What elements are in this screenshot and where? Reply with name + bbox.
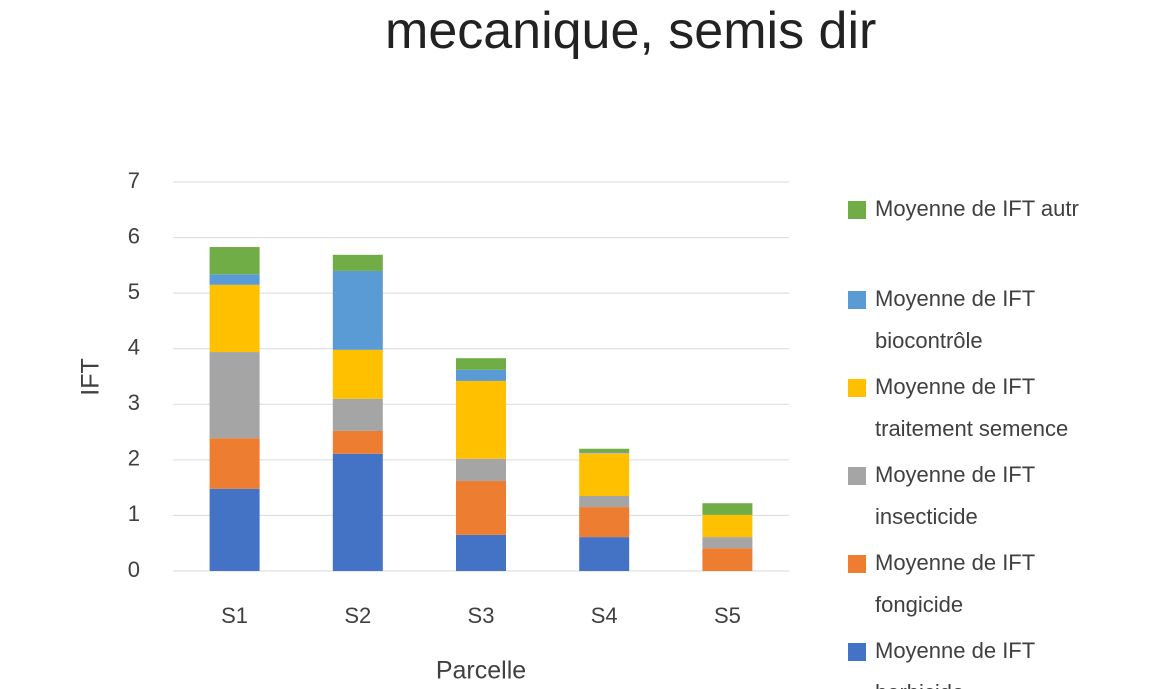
bar-segment [209, 247, 260, 275]
legend-label-line: insecticide [875, 504, 978, 529]
legend-label-line: herbicide [875, 680, 964, 689]
bar-segment [702, 503, 753, 515]
bar-segment [332, 398, 383, 431]
legend-swatch [848, 201, 866, 219]
legend-label: Moyenne de IFT autr [875, 196, 1079, 221]
legend-label-line: fongicide [875, 592, 963, 617]
bar-segment [209, 352, 260, 439]
bar-segment [332, 254, 383, 271]
bar-segment [332, 430, 383, 454]
bar-segment [209, 284, 260, 353]
legend-label-line: Moyenne de IFT [875, 286, 1035, 311]
legend-swatch [848, 555, 866, 573]
legend-swatch [848, 643, 866, 661]
x-tick-label: S3 [468, 603, 495, 628]
chart-title: mecanique, semis dir [385, 2, 876, 60]
legend-label: Moyenne de IFT traitement semence [875, 374, 1068, 441]
y-tick-label: 2 [128, 446, 140, 471]
x-tick-label: S5 [714, 603, 741, 628]
x-tick-label: S4 [591, 603, 618, 628]
y-tick-label: 0 [128, 557, 140, 582]
bar-segment [579, 452, 630, 454]
legend-label-line: traitement semence [875, 416, 1068, 441]
bar-segment [456, 534, 506, 571]
y-tick-label: 3 [128, 390, 140, 415]
bar-segment [579, 537, 630, 571]
y-tick-label: 1 [128, 501, 140, 526]
bar-segment [209, 438, 260, 489]
legend-label: Moyenne de IFT fongicide [875, 550, 1035, 617]
y-tick-label: 5 [128, 279, 140, 304]
bar-segment [209, 274, 260, 285]
bar-segment [702, 514, 753, 538]
bar-segment [456, 458, 506, 481]
y-axis-title: IFT [77, 358, 105, 396]
bar-segment [456, 369, 506, 381]
legend-label: Moyenne de IFT insecticide [875, 462, 1035, 529]
bar-segment [579, 453, 630, 496]
legend-swatch [848, 467, 866, 485]
legend-label: Moyenne de IFT herbicide [875, 638, 1035, 689]
x-axis-title: Parcelle [436, 657, 526, 685]
bar-segment [332, 270, 383, 350]
bar-segment [456, 380, 506, 459]
y-tick-label: 4 [128, 335, 140, 360]
legend-swatch [848, 379, 866, 397]
bar-segment [332, 453, 383, 571]
legend-label-line: biocontrôle [875, 328, 983, 353]
legend-label: Moyenne de IFT biocontrôle [875, 286, 1035, 353]
y-tick-label: 6 [128, 223, 140, 248]
bar-segment [579, 495, 630, 508]
legend-swatch [848, 291, 866, 309]
legend-label-line: Moyenne de IFT [875, 550, 1035, 575]
bar-segment [332, 349, 383, 399]
bar-segment [579, 448, 630, 453]
bar-segment [702, 548, 753, 571]
bar-segment [579, 507, 630, 538]
bar-segment [456, 358, 506, 370]
x-tick-label: S2 [344, 603, 371, 628]
y-tick-label: 7 [128, 168, 140, 193]
legend-label-line: Moyenne de IFT [875, 462, 1035, 487]
bar-segment [456, 480, 506, 535]
legend-label-line: Moyenne de IFT [875, 638, 1035, 663]
bar-segment [209, 488, 260, 571]
legend-label-line: Moyenne de IFT [875, 374, 1035, 399]
x-tick-label: S1 [221, 603, 248, 628]
bar-segment [702, 537, 753, 549]
